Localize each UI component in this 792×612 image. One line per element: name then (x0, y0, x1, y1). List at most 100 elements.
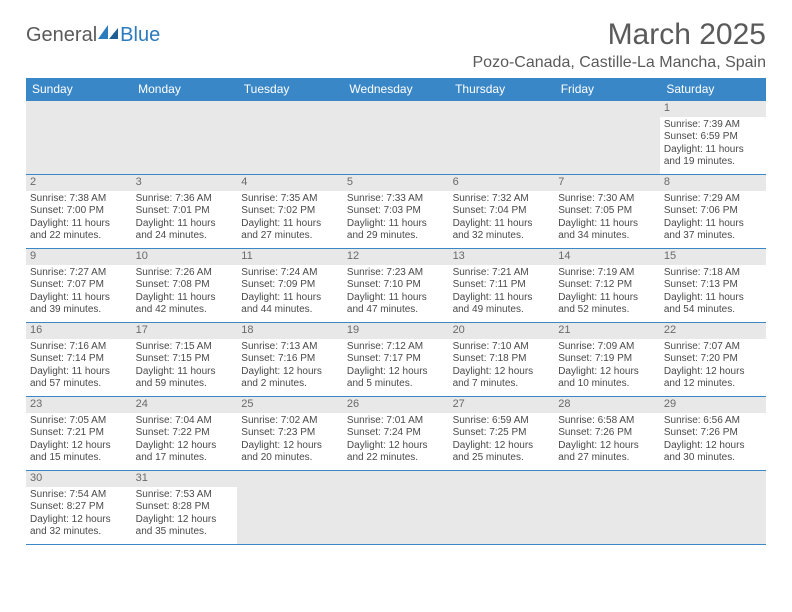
sunset-text: Sunset: 7:26 PM (558, 427, 656, 440)
calendar-cell: 27Sunrise: 6:59 AMSunset: 7:25 PMDayligh… (449, 397, 555, 471)
sunrise-text: Sunrise: 7:01 AM (347, 415, 445, 428)
sunset-text: Sunset: 7:13 PM (664, 279, 762, 292)
sunset-text: Sunset: 8:27 PM (30, 501, 128, 514)
daylight-text: Daylight: 12 hours and 2 minutes. (241, 366, 339, 391)
weekday-header-row: SundayMondayTuesdayWednesdayThursdayFrid… (26, 78, 766, 101)
daylight-text: Daylight: 11 hours and 59 minutes. (136, 366, 234, 391)
day-number: 12 (343, 249, 449, 265)
day-number: 22 (660, 323, 766, 339)
sunset-text: Sunset: 7:06 PM (664, 205, 762, 218)
calendar-cell-blank (449, 471, 555, 545)
day-number: 5 (343, 175, 449, 191)
sunrise-text: Sunrise: 7:32 AM (453, 193, 551, 206)
weekday-header: Tuesday (237, 78, 343, 101)
day-number: 14 (554, 249, 660, 265)
sail-icon (98, 25, 120, 41)
daylight-text: Daylight: 11 hours and 37 minutes. (664, 218, 762, 243)
weekday-header: Saturday (660, 78, 766, 101)
day-number: 30 (26, 471, 132, 487)
calendar-cell: 14Sunrise: 7:19 AMSunset: 7:12 PMDayligh… (554, 249, 660, 323)
sunrise-text: Sunrise: 7:54 AM (30, 489, 128, 502)
sunset-text: Sunset: 7:02 PM (241, 205, 339, 218)
daylight-text: Daylight: 11 hours and 47 minutes. (347, 292, 445, 317)
daylight-text: Daylight: 11 hours and 24 minutes. (136, 218, 234, 243)
calendar-cell: 12Sunrise: 7:23 AMSunset: 7:10 PMDayligh… (343, 249, 449, 323)
day-number: 8 (660, 175, 766, 191)
day-number: 24 (132, 397, 238, 413)
daylight-text: Daylight: 11 hours and 49 minutes. (453, 292, 551, 317)
calendar-cell: 11Sunrise: 7:24 AMSunset: 7:09 PMDayligh… (237, 249, 343, 323)
daylight-text: Daylight: 11 hours and 19 minutes. (664, 144, 762, 169)
calendar-row: 2Sunrise: 7:38 AMSunset: 7:00 PMDaylight… (26, 175, 766, 249)
daylight-text: Daylight: 12 hours and 20 minutes. (241, 440, 339, 465)
calendar-cell: 10Sunrise: 7:26 AMSunset: 7:08 PMDayligh… (132, 249, 238, 323)
sunrise-text: Sunrise: 7:36 AM (136, 193, 234, 206)
daylight-text: Daylight: 12 hours and 12 minutes. (664, 366, 762, 391)
day-number: 13 (449, 249, 555, 265)
day-number: 19 (343, 323, 449, 339)
sunset-text: Sunset: 7:18 PM (453, 353, 551, 366)
day-number: 28 (554, 397, 660, 413)
daylight-text: Daylight: 12 hours and 10 minutes. (558, 366, 656, 391)
calendar-cell-blank (554, 471, 660, 545)
day-number: 1 (660, 101, 766, 117)
calendar-cell: 16Sunrise: 7:16 AMSunset: 7:14 PMDayligh… (26, 323, 132, 397)
daylight-text: Daylight: 11 hours and 57 minutes. (30, 366, 128, 391)
sunrise-text: Sunrise: 7:24 AM (241, 267, 339, 280)
calendar-cell: 24Sunrise: 7:04 AMSunset: 7:22 PMDayligh… (132, 397, 238, 471)
weekday-header: Sunday (26, 78, 132, 101)
sunrise-text: Sunrise: 7:13 AM (241, 341, 339, 354)
calendar-cell-blank (26, 101, 132, 175)
calendar-cell: 7Sunrise: 7:30 AMSunset: 7:05 PMDaylight… (554, 175, 660, 249)
sunrise-text: Sunrise: 6:56 AM (664, 415, 762, 428)
sunset-text: Sunset: 7:20 PM (664, 353, 762, 366)
calendar-cell-blank (554, 101, 660, 175)
sunrise-text: Sunrise: 7:35 AM (241, 193, 339, 206)
header: General Blue March 2025 Pozo-Canada, Cas… (26, 18, 766, 72)
daylight-text: Daylight: 11 hours and 52 minutes. (558, 292, 656, 317)
calendar-cell: 25Sunrise: 7:02 AMSunset: 7:23 PMDayligh… (237, 397, 343, 471)
sunrise-text: Sunrise: 7:10 AM (453, 341, 551, 354)
calendar-cell: 17Sunrise: 7:15 AMSunset: 7:15 PMDayligh… (132, 323, 238, 397)
sunset-text: Sunset: 7:22 PM (136, 427, 234, 440)
calendar-cell-blank (237, 471, 343, 545)
weekday-header: Friday (554, 78, 660, 101)
title-block: March 2025 Pozo-Canada, Castille-La Manc… (473, 18, 767, 72)
sunset-text: Sunset: 7:09 PM (241, 279, 339, 292)
calendar-cell: 23Sunrise: 7:05 AMSunset: 7:21 PMDayligh… (26, 397, 132, 471)
calendar-cell-blank (343, 101, 449, 175)
location-title: Pozo-Canada, Castille-La Mancha, Spain (473, 54, 767, 72)
calendar-cell: 22Sunrise: 7:07 AMSunset: 7:20 PMDayligh… (660, 323, 766, 397)
calendar-cell-blank (237, 101, 343, 175)
calendar-cell-blank (660, 471, 766, 545)
sunrise-text: Sunrise: 7:19 AM (558, 267, 656, 280)
sunset-text: Sunset: 7:14 PM (30, 353, 128, 366)
calendar-cell: 30Sunrise: 7:54 AMSunset: 8:27 PMDayligh… (26, 471, 132, 545)
weekday-header: Thursday (449, 78, 555, 101)
sunset-text: Sunset: 7:21 PM (30, 427, 128, 440)
day-number: 20 (449, 323, 555, 339)
day-number: 15 (660, 249, 766, 265)
calendar-row: 30 Sunrise: 7:54 AMSunset: 8:27 PM Dayligh… (26, 471, 766, 545)
sunset-text: Sunset: 7:04 PM (453, 205, 551, 218)
calendar-row: 9Sunrise: 7:27 AMSunset: 7:07 PMDaylight… (26, 249, 766, 323)
sunset-text: Sunset: 7:16 PM (241, 353, 339, 366)
sunset-text: Sunset: 7:23 PM (241, 427, 339, 440)
sunset-text: Sunset: 7:08 PM (136, 279, 234, 292)
calendar-row: 1Sunrise: 7:39 AMSunset: 6:59 PMDaylight… (26, 101, 766, 175)
day-number: 23 (26, 397, 132, 413)
day-number: 9 (26, 249, 132, 265)
sunrise-text: Sunrise: 7:38 AM (30, 193, 128, 206)
sunset-text: Sunset: 7:05 PM (558, 205, 656, 218)
calendar-cell: 1Sunrise: 7:39 AMSunset: 6:59 PMDaylight… (660, 101, 766, 175)
calendar-cell: 3Sunrise: 7:36 AMSunset: 7:01 PMDaylight… (132, 175, 238, 249)
sunrise-text: Sunrise: 7:12 AM (347, 341, 445, 354)
logo: General Blue (26, 24, 160, 47)
daylight-text: Daylight: 12 hours and 35 minutes. (136, 514, 234, 539)
daylight-text: Daylight: 11 hours and 54 minutes. (664, 292, 762, 317)
sunrise-text: Sunrise: 7:04 AM (136, 415, 234, 428)
day-number: 26 (343, 397, 449, 413)
day-number: 21 (554, 323, 660, 339)
day-number: 16 (26, 323, 132, 339)
daylight-text: Daylight: 11 hours and 22 minutes. (30, 218, 128, 243)
